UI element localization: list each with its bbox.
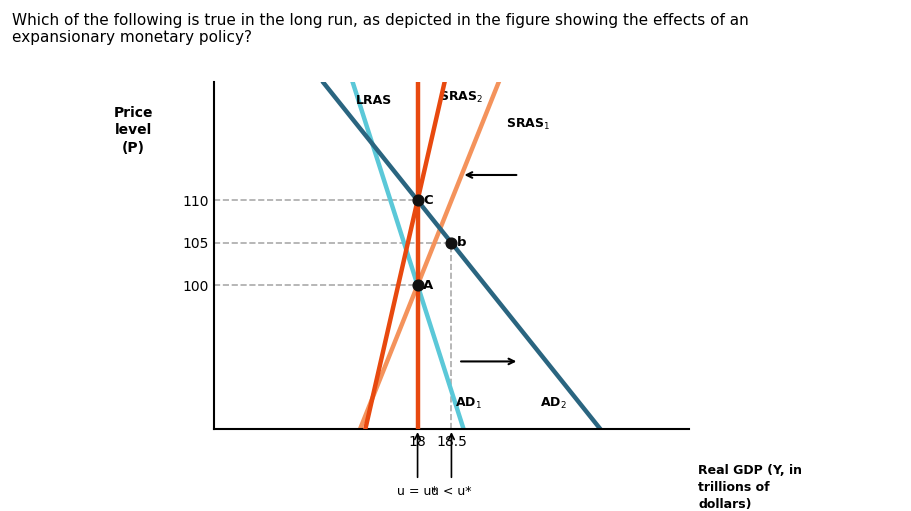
Text: u < u*: u < u* xyxy=(431,485,471,498)
Text: Which of the following is true in the long run, as depicted in the figure showin: Which of the following is true in the lo… xyxy=(12,13,748,45)
Text: LRAS: LRAS xyxy=(355,95,392,107)
Text: b: b xyxy=(456,236,466,249)
Text: A: A xyxy=(423,278,433,292)
Text: C: C xyxy=(423,194,432,207)
Text: Price
level
(P): Price level (P) xyxy=(114,106,153,155)
Text: u = u*: u = u* xyxy=(397,485,437,498)
Text: Real GDP (Y, in
trillions of
dollars): Real GDP (Y, in trillions of dollars) xyxy=(697,464,801,511)
Text: AD$_2$: AD$_2$ xyxy=(539,396,566,411)
Text: AD$_1$: AD$_1$ xyxy=(455,396,481,411)
Point xyxy=(444,239,458,247)
Text: SRAS$_1$: SRAS$_1$ xyxy=(505,117,549,132)
Text: SRAS$_2$: SRAS$_2$ xyxy=(439,90,483,105)
Point xyxy=(410,196,425,204)
Point xyxy=(410,281,425,289)
